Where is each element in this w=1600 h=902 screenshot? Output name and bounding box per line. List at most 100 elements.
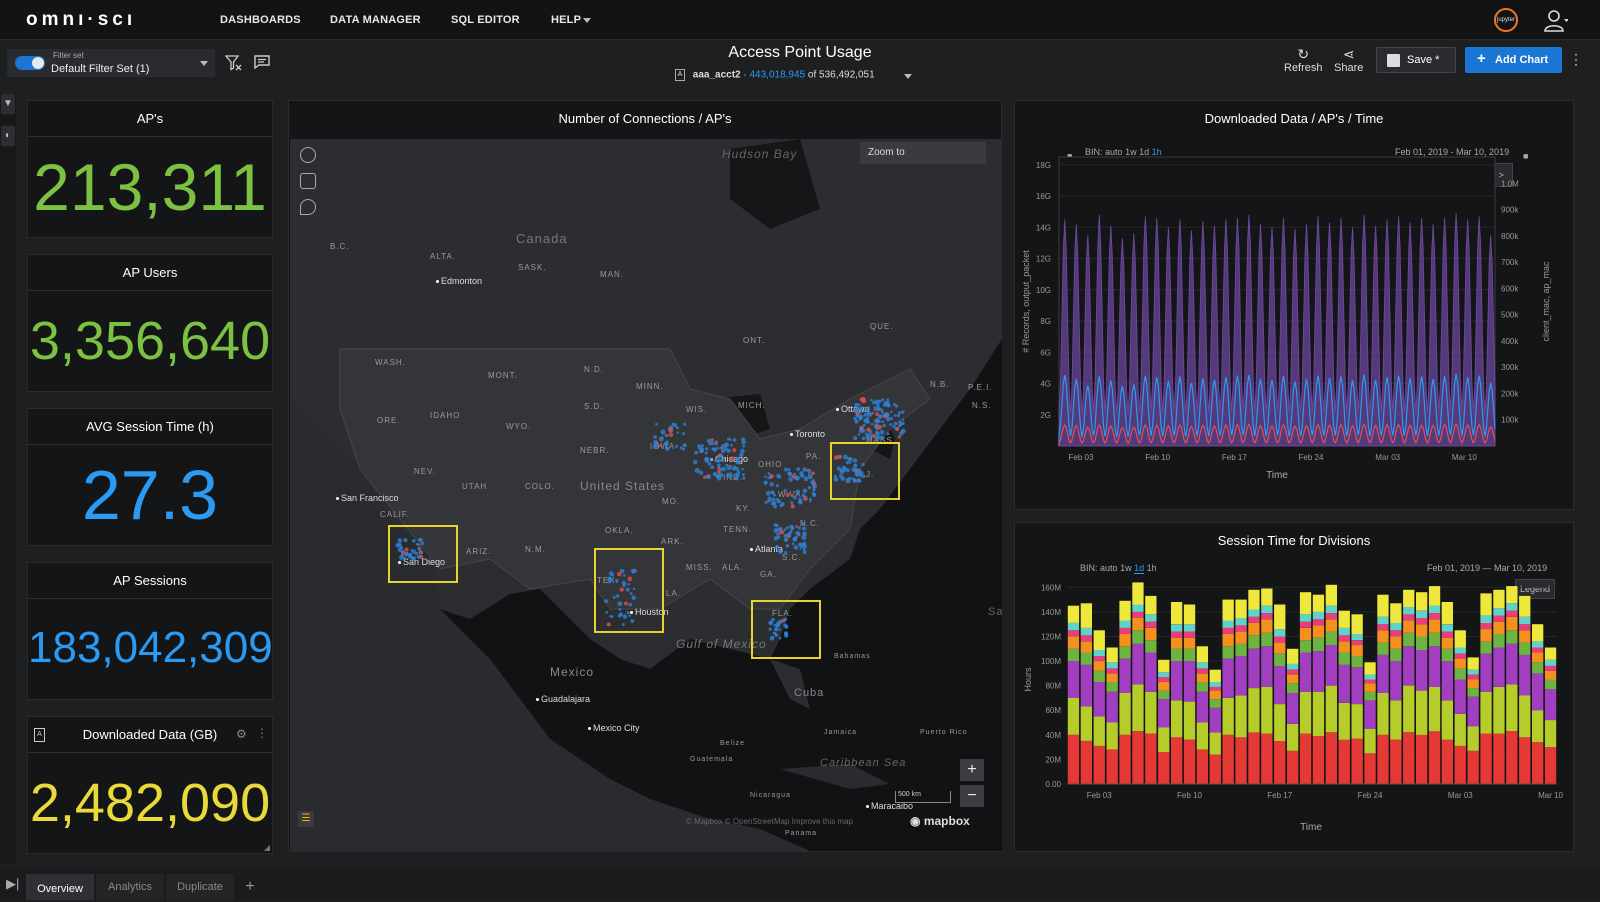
- point-map[interactable]: Zoom to Hudson Bay Canada United States …: [290, 139, 1002, 851]
- download-chart-svg[interactable]: 18G 16G 14G 12G 10G 8G 6G 4G 2G 1.0M 900k 800k 700k 6…: [1015, 141, 1575, 511]
- connection-point: [866, 416, 869, 420]
- nav-help[interactable]: HELP: [551, 14, 582, 26]
- bin-selector[interactable]: BIN: auto 1w 1d 1h: [1080, 563, 1157, 574]
- connection-point: [778, 628, 781, 632]
- polygon-filter-tool-icon[interactable]: [300, 173, 316, 189]
- zoom-in-button[interactable]: +: [960, 759, 984, 781]
- bin-option[interactable]: auto: [1100, 563, 1118, 573]
- bin-option[interactable]: auto: [1105, 147, 1123, 157]
- connection-point: [612, 595, 616, 599]
- clear-filters-icon[interactable]: [225, 54, 243, 72]
- refresh-button[interactable]: ↻ Refresh: [1284, 46, 1323, 74]
- hotspot-box-texas[interactable]: [594, 548, 664, 633]
- connection-point: [892, 425, 896, 429]
- connection-point: [791, 542, 795, 546]
- bar-segment: [1519, 642, 1531, 655]
- bar-segment: [1403, 646, 1415, 686]
- bin-option-active[interactable]: 1h: [1151, 147, 1162, 158]
- metric-card-ap-users[interactable]: AP Users 3,356,640: [27, 254, 273, 392]
- resize-handle-icon[interactable]: ◢: [263, 843, 270, 852]
- tab-duplicate[interactable]: Duplicate: [166, 874, 234, 900]
- hotspot-box-san-diego[interactable]: [388, 525, 458, 583]
- map-attribution[interactable]: © Mapbox © OpenStreetMap Improve this ma…: [686, 817, 853, 826]
- nav-data-manager[interactable]: DATA MANAGER: [330, 14, 421, 26]
- tab-overview[interactable]: Overview: [26, 874, 94, 900]
- bin-option[interactable]: 1h: [1146, 563, 1157, 573]
- bin-option[interactable]: 1d: [1139, 147, 1150, 157]
- jupyter-icon[interactable]: jupyter: [1494, 8, 1518, 32]
- annotation-icon[interactable]: [254, 55, 270, 69]
- bar-segment: [1132, 611, 1144, 618]
- collapse-panel-icon[interactable]: ▶|: [6, 876, 20, 891]
- metric-card-downloaded-data[interactable]: Downloaded Data (GB) A ⚙ ⋮ 2,482,090 ◢: [27, 716, 273, 854]
- connection-point: [776, 473, 781, 479]
- bin-selector[interactable]: BIN: auto 1w 1d 1h: [1085, 147, 1162, 158]
- dashboard-title[interactable]: Access Point Usage: [728, 44, 872, 61]
- zoom-to-input[interactable]: Zoom to: [860, 142, 986, 164]
- connection-point: [668, 427, 674, 433]
- connection-point: [735, 456, 741, 462]
- bar-segment: [1261, 686, 1273, 734]
- region-label: Hudson Bay: [722, 147, 798, 161]
- add-chart-button[interactable]: + Add Chart: [1465, 47, 1562, 73]
- bar-segment: [1158, 672, 1170, 677]
- connection-point: [671, 422, 675, 426]
- more-options-icon[interactable]: ⋮: [1569, 51, 1583, 67]
- help-chevron-down-icon[interactable]: [583, 18, 591, 23]
- x-tick-label: Feb 17: [1267, 791, 1292, 800]
- filter-panel-icon[interactable]: ▼: [1, 94, 15, 114]
- connection-point: [419, 554, 424, 559]
- bin-option[interactable]: 1w: [1125, 147, 1137, 157]
- save-button[interactable]: Save *: [1376, 47, 1456, 73]
- zoom-out-button[interactable]: −: [960, 785, 984, 807]
- more-options-icon[interactable]: ⋮: [256, 726, 268, 740]
- connection-point: [628, 614, 631, 617]
- data-source-info[interactable]: A aaa_acct2 · 443,018,945 of 536,492,051: [675, 69, 875, 81]
- bar-segment: [1287, 669, 1299, 675]
- bar-segment: [1428, 632, 1441, 647]
- bar-segment: [1416, 734, 1428, 784]
- metric-card-ap-sessions[interactable]: AP Sessions 183,042,309: [27, 562, 273, 700]
- nav-dashboards[interactable]: DASHBOARDS: [220, 14, 301, 26]
- omnisci-logo[interactable]: omnı·scı: [26, 9, 137, 30]
- metric-card-aps[interactable]: AP's 213,311: [27, 100, 273, 238]
- share-button[interactable]: ⋖ Share: [1334, 46, 1363, 74]
- lasso-filter-tool-icon[interactable]: [300, 199, 316, 215]
- date-range[interactable]: Feb 01, 2019 — Mar 10, 2019: [1427, 563, 1548, 573]
- connection-point: [784, 631, 788, 636]
- circle-filter-tool-icon[interactable]: [300, 147, 316, 163]
- connection-point: [731, 466, 736, 471]
- gear-icon[interactable]: ⚙: [236, 727, 247, 741]
- user-icon[interactable]: [1544, 10, 1568, 32]
- connection-point: [676, 426, 680, 430]
- lock-icon[interactable]: ■: [1523, 151, 1529, 161]
- connection-point: [764, 500, 768, 504]
- session-chart-svg[interactable]: 160M 140M 120M 100M 80M 60M 40M 20M 0.00 Feb 03 Fe…: [1015, 563, 1575, 853]
- bar-segment: [1338, 652, 1350, 665]
- tab-analytics[interactable]: Analytics: [96, 874, 164, 900]
- table-icon: A: [34, 728, 45, 742]
- nav-sql-editor[interactable]: SQL EDITOR: [451, 14, 520, 26]
- metric-card-avg-session-time[interactable]: AVG Session Time (h) 27.3: [27, 408, 273, 546]
- bin-option-active[interactable]: 1d: [1134, 563, 1145, 574]
- lock-icon[interactable]: ■: [1067, 151, 1073, 161]
- connection-point: [874, 399, 880, 405]
- bin-option[interactable]: 1w: [1120, 563, 1132, 573]
- hotspot-box-new-jersey[interactable]: [830, 442, 900, 500]
- date-range[interactable]: Feb 01, 2019 - Mar 10, 2019: [1395, 147, 1510, 157]
- connection-point: [720, 457, 725, 462]
- bar-segment: [1080, 741, 1092, 784]
- filter-set-toggle[interactable]: [15, 56, 45, 70]
- filter-set-chevron-down-icon[interactable]: [200, 61, 208, 66]
- theme-palette-icon[interactable]: ◐: [1, 126, 15, 146]
- bar-segment: [1338, 739, 1350, 784]
- bar-segment: [1080, 635, 1092, 642]
- hotspot-box-florida[interactable]: [751, 600, 821, 659]
- province-label: Puerto Rico: [920, 729, 968, 736]
- add-tab-button[interactable]: +: [245, 878, 255, 895]
- data-source-chevron-down-icon[interactable]: [904, 74, 912, 79]
- filter-set-select[interactable]: Filter set Default Filter Set (1): [7, 49, 215, 77]
- city-label: Houston: [630, 607, 669, 617]
- map-legend-icon[interactable]: ☰: [298, 811, 314, 827]
- bar-segment: [1338, 635, 1350, 642]
